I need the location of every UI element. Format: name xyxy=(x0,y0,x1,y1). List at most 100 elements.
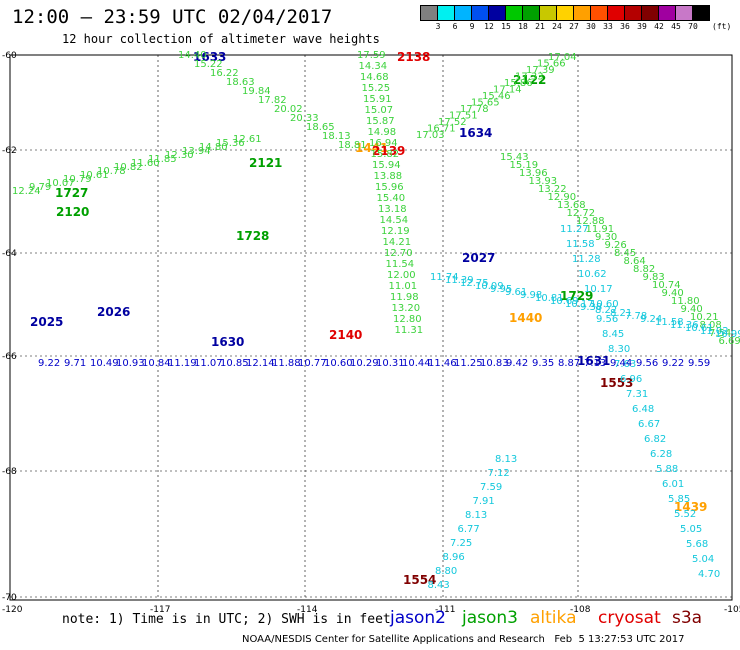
wave-height-value: 14.80 xyxy=(199,142,228,153)
wave-height-value: 11.46 xyxy=(428,358,457,369)
wave-height-value: 6.82 xyxy=(644,434,666,445)
pass-id-label: 2140 xyxy=(329,328,362,342)
pass-id-label: 2025 xyxy=(30,315,63,329)
wave-height-value: 9.83 xyxy=(643,272,665,283)
wave-height-value: 10.09 xyxy=(475,281,504,292)
legend-label: 3 xyxy=(435,22,441,31)
wave-height-value: 13.93 xyxy=(529,176,558,187)
wave-height-value: 7.54 xyxy=(709,328,731,339)
longitude-label: -111 xyxy=(435,605,455,615)
legend-label: 27 xyxy=(569,22,579,31)
wave-height-value: 20.33 xyxy=(290,113,319,124)
longitude-label: -108 xyxy=(570,605,591,615)
pass-id-label: 2138 xyxy=(397,50,430,64)
wave-height-value: 10.69 xyxy=(550,296,579,307)
color-scale-legend xyxy=(420,5,710,21)
pass-id-label: 2121 xyxy=(249,156,282,170)
wave-height-value: 11.36 xyxy=(670,320,699,331)
wave-height-value: 5.05 xyxy=(680,524,702,535)
wave-height-value: 14.68 xyxy=(360,72,389,83)
legend-label: 15 xyxy=(501,22,511,31)
wave-height-value: 15.46 xyxy=(482,91,511,102)
wave-height-value: 7.25 xyxy=(450,538,472,549)
wave-height-value: 11.54 xyxy=(386,259,415,270)
latitude-label: -60 xyxy=(2,51,17,61)
pass-id-label: 2139 xyxy=(372,144,405,158)
wave-height-value: 13.88 xyxy=(374,171,403,182)
wave-height-value: 13.22 xyxy=(538,184,567,195)
wave-height-value: 11.25 xyxy=(454,358,483,369)
wave-height-value: 12.88 xyxy=(576,216,605,227)
wave-height-value: 8.96 xyxy=(443,552,465,563)
wave-height-value: 8.21 xyxy=(610,308,632,319)
wave-height-value: 11.01 xyxy=(389,281,418,292)
wave-height-value: 8.13 xyxy=(465,510,487,521)
wave-height-value: 10.81 xyxy=(535,293,564,304)
wave-height-value: 15.07 xyxy=(365,105,394,116)
legend-label: 45 xyxy=(671,22,681,31)
pass-id-label: 1633 xyxy=(193,50,226,64)
wave-height-value: 7.59 xyxy=(480,482,502,493)
wave-height-value: 5.52 xyxy=(674,509,696,520)
wave-height-value: 11.07 xyxy=(194,358,223,369)
wave-height-value: 17.03 xyxy=(416,130,445,141)
wave-height-value: 11.88 xyxy=(272,358,301,369)
satellite-name: cryosat xyxy=(598,608,661,628)
wave-height-value: 8.45 xyxy=(614,248,636,259)
wave-height-value: 8.30 xyxy=(608,344,630,355)
wave-height-value: 9.40 xyxy=(681,304,703,315)
wave-height-value: 11.60 xyxy=(131,158,160,169)
legend-label: 21 xyxy=(535,22,545,31)
wave-height-value: 10.60 xyxy=(324,358,353,369)
pass-id-label: 1553 xyxy=(600,376,633,390)
wave-height-value: 16.71 xyxy=(427,124,456,135)
legend-label: 6 xyxy=(452,22,458,31)
wave-height-value: 10.17 xyxy=(584,284,613,295)
wave-height-value: 11.19 xyxy=(168,358,197,369)
wave-height-value: 10.49 xyxy=(90,358,119,369)
wave-height-value: 17.52 xyxy=(438,117,467,128)
wave-height-value: 9.44 xyxy=(610,358,632,369)
wave-height-value: 10.61 xyxy=(685,323,714,334)
wave-height-value: 17.51 xyxy=(449,111,478,122)
wave-height-value: 16.94 xyxy=(369,138,398,149)
wave-height-value: 12.14 xyxy=(246,358,275,369)
pass-id-label: 1631 xyxy=(577,354,610,368)
satellite-name: altika xyxy=(530,608,577,628)
wave-height-value: 7.12 xyxy=(488,468,510,479)
longitude-label: -114 xyxy=(297,605,318,615)
wave-height-value: 8.43 xyxy=(428,580,450,591)
latitude-label: -64 xyxy=(2,249,17,259)
wave-height-value: 9.56 xyxy=(596,314,618,325)
wave-height-value: 13.94 xyxy=(182,146,211,157)
wave-height-value: 9.56 xyxy=(636,358,658,369)
satellite-name: jason2 xyxy=(390,608,446,628)
wave-height-value: 6.01 xyxy=(662,479,684,490)
wave-height-value: 10.29 xyxy=(350,358,379,369)
wave-height-value: 6.69 xyxy=(719,336,740,347)
wave-height-value: 9.38 xyxy=(580,302,602,313)
wave-height-value: 7.78 xyxy=(625,311,647,322)
wave-height-value: 18.63 xyxy=(226,77,255,88)
pass-id-label: 2122 xyxy=(513,73,546,87)
legend-label: 12 xyxy=(484,22,494,31)
wave-height-value: 13.96 xyxy=(519,168,548,179)
wave-height-value: 14.34 xyxy=(359,61,388,72)
wave-height-value: 10.83 xyxy=(480,358,509,369)
wave-height-value: 8.08 xyxy=(700,320,722,331)
legend-label: 36 xyxy=(620,22,630,31)
wave-height-value: 15.43 xyxy=(500,152,529,163)
legend-label: 39 xyxy=(637,22,647,31)
wave-height-value: 11.74 xyxy=(430,272,459,283)
wave-height-value: 12.80 xyxy=(393,314,422,325)
wave-height-value: 10.84 xyxy=(142,358,171,369)
pass-id-label: 2027 xyxy=(462,251,495,265)
wave-height-value: 12.00 xyxy=(387,270,416,281)
pass-id-label: 1439 xyxy=(674,500,707,514)
longitude-label: -120 xyxy=(2,605,23,615)
wave-height-value: 17.14 xyxy=(493,85,522,96)
wave-height-value: 10.77 xyxy=(298,358,327,369)
wave-height-value: 10.93 xyxy=(116,358,145,369)
wave-height-value: 5.85 xyxy=(668,494,690,505)
